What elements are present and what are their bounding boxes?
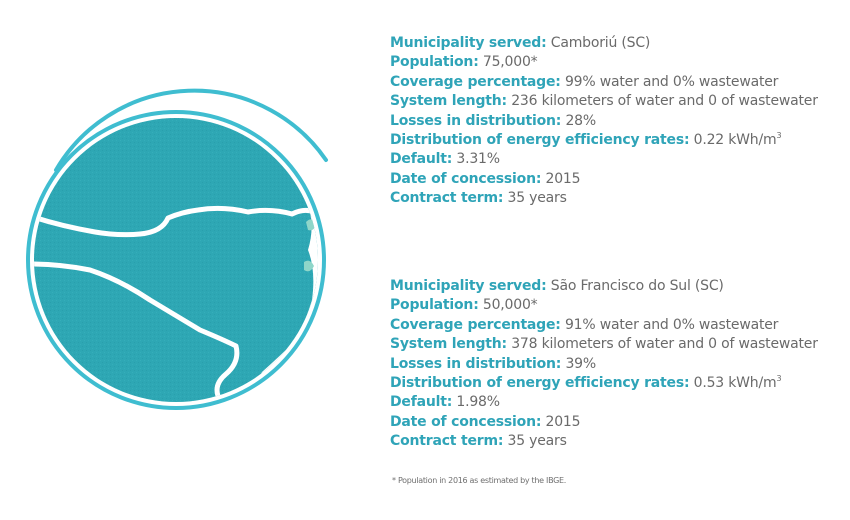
population-label: Population:	[390, 54, 479, 71]
contract-value: 35 years	[507, 190, 567, 207]
losses-row: Losses in distribution: 39%	[390, 355, 840, 374]
municipality-label: Municipality served:	[390, 278, 547, 294]
coverage-row: Coverage percentage: 99% water and 0% wa…	[390, 73, 840, 92]
concession-label: Date of concession:	[390, 170, 542, 187]
system-length-row: System length: 236 kilometers of water a…	[390, 92, 840, 111]
energy-label: Distribution of energy efficiency rates:	[390, 132, 690, 149]
system-length-value: 236 kilometers of water and 0 of wastewa…	[511, 93, 818, 110]
municipality-value: Camboriú (SC)	[550, 35, 651, 51]
state-border-south	[34, 261, 240, 397]
energy-value: 0.53 kWh/m	[693, 375, 777, 392]
energy-unit-superscript: 3	[776, 374, 782, 384]
contract-label: Contract term:	[390, 190, 504, 207]
losses-label: Losses in distribution:	[390, 112, 562, 129]
population-value: 50,000*	[482, 297, 538, 314]
default-label: Default:	[390, 151, 453, 168]
losses-value: 39%	[565, 355, 596, 372]
municipality-value: São Francisco do Sul (SC)	[550, 278, 724, 294]
coastal-island	[304, 260, 314, 272]
default-label: Default:	[390, 394, 453, 411]
coverage-value: 99% water and 0% wastewater	[564, 73, 779, 90]
concession-row: Date of concession: 2015	[390, 413, 840, 432]
contract-row: Contract term: 35 years	[390, 189, 840, 208]
santa-catarina-map	[26, 88, 328, 410]
outer-ring-arc	[54, 88, 328, 172]
default-value: 1.98%	[456, 394, 500, 411]
energy-value: 0.22 kWh/m	[693, 132, 777, 149]
system-length-value: 378 kilometers of water and 0 of wastewa…	[511, 336, 818, 353]
population-row: Population: 50,000*	[390, 296, 840, 315]
coverage-label: Coverage percentage:	[390, 316, 561, 333]
energy-row: Distribution of energy efficiency rates:…	[390, 374, 840, 393]
map-land	[34, 118, 318, 402]
energy-label: Distribution of energy efficiency rates:	[390, 375, 690, 392]
energy-row: Distribution of energy efficiency rates:…	[390, 131, 840, 150]
system-length-label: System length:	[390, 93, 507, 110]
system-length-label: System length:	[390, 336, 507, 353]
state-border-north	[34, 205, 315, 238]
energy-unit-superscript: 3	[776, 131, 782, 141]
contract-label: Contract term:	[390, 433, 504, 450]
system-length-row: System length: 378 kilometers of water a…	[390, 335, 840, 354]
concession-value: 2015	[545, 170, 581, 187]
losses-label: Losses in distribution:	[390, 355, 562, 372]
default-row: Default: 3.31%	[390, 150, 840, 169]
population-value: 75,000*	[482, 54, 538, 71]
losses-row: Losses in distribution: 28%	[390, 112, 840, 131]
concession-value: 2015	[545, 413, 581, 430]
coverage-value: 91% water and 0% wastewater	[564, 316, 779, 333]
contract-value: 35 years	[507, 433, 567, 450]
contract-row: Contract term: 35 years	[390, 432, 840, 451]
concession-row: Date of concession: 2015	[390, 170, 840, 189]
coverage-row: Coverage percentage: 91% water and 0% wa…	[390, 316, 840, 335]
losses-value: 28%	[565, 112, 596, 129]
municipality-row: Municipality served: São Francisco do Su…	[390, 277, 840, 296]
footnote: * Population in 2016 as estimated by the…	[392, 476, 567, 485]
population-row: Population: 75,000*	[390, 53, 840, 72]
municipality-info-sao-francisco-do-sul: Municipality served: São Francisco do Su…	[390, 277, 840, 452]
municipality-label: Municipality served:	[390, 35, 547, 51]
municipality-row: Municipality served: Camboriú (SC)	[390, 34, 840, 53]
default-row: Default: 1.98%	[390, 393, 840, 412]
concession-label: Date of concession:	[390, 413, 542, 430]
map-circle-outline	[26, 110, 326, 410]
population-label: Population:	[390, 297, 479, 314]
default-value: 3.31%	[456, 151, 500, 168]
municipality-info-camboriu: Municipality served: Camboriú (SC) Popul…	[390, 34, 840, 209]
coverage-label: Coverage percentage:	[390, 73, 561, 90]
